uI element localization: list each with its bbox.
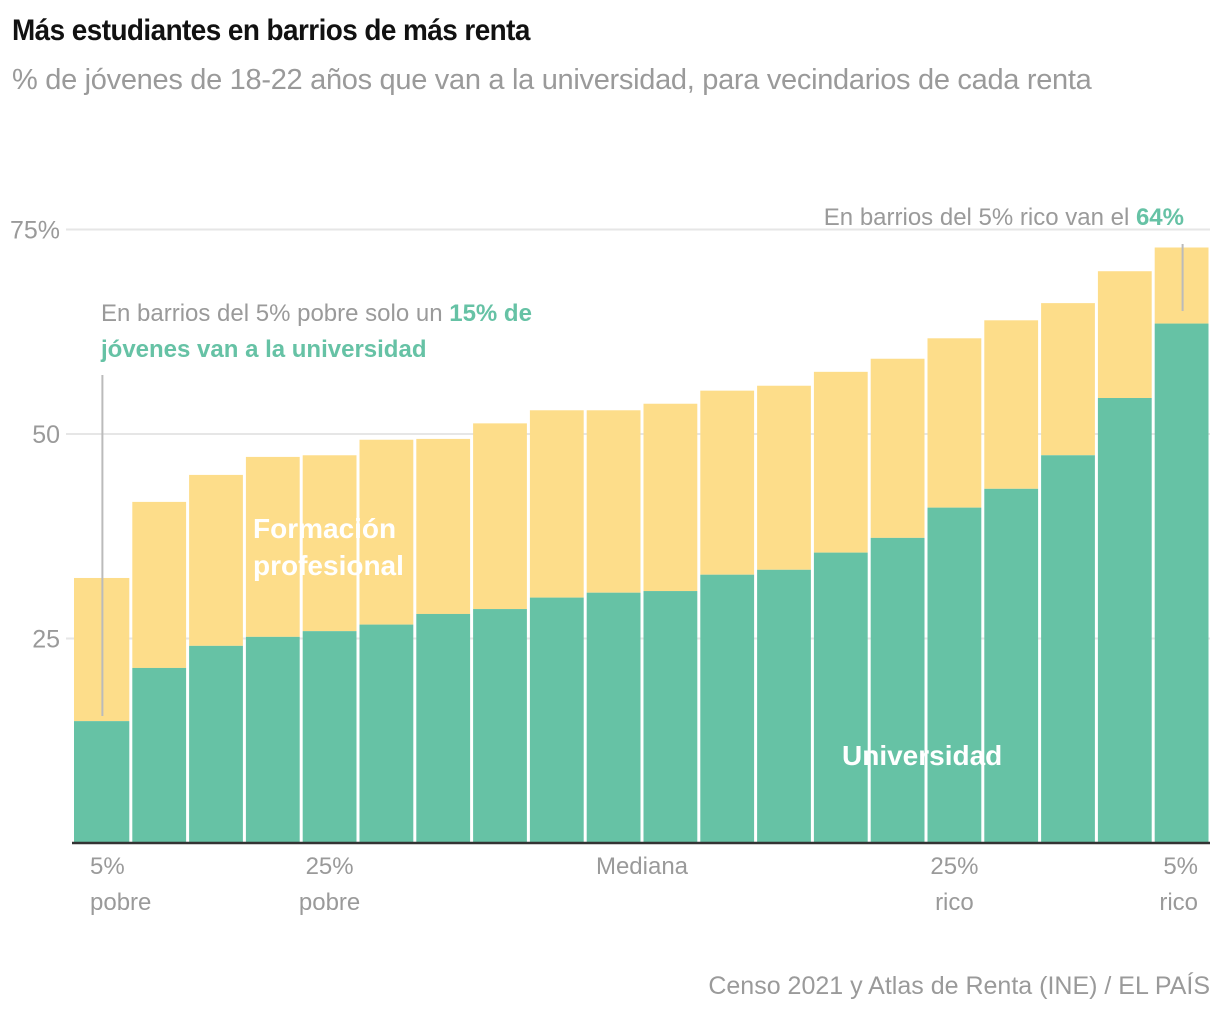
bar-universidad	[359, 624, 414, 843]
bar-universidad	[529, 597, 584, 843]
annotation-leaders	[101, 244, 1184, 716]
y-tick-label: 25	[32, 626, 60, 654]
annotation-rich-halo: En barrios del 5% rico van el 64%	[824, 204, 1184, 231]
bar-formacion-profesional	[245, 456, 300, 637]
series-label-formacion-profesional: Formación	[253, 513, 396, 544]
x-tick-label: 5%	[1163, 853, 1198, 880]
chart-title: Más estudiantes en barrios de más renta	[12, 14, 530, 47]
bar-formacion-profesional	[189, 474, 243, 646]
bar-universidad	[473, 609, 527, 843]
annotation-rich-halo-plain: En barrios del 5% rico van el	[824, 204, 1136, 231]
bar-formacion-profesional	[586, 410, 641, 593]
x-tick-label: Mediana	[596, 853, 689, 880]
x-tick-label: rico	[1159, 889, 1198, 916]
y-tick-label: 75%	[10, 217, 60, 245]
labels: 25 50 75% 5% pobre 25% pobre Mediana 25% rico 5% ri…	[10, 201, 1198, 916]
annotation-rich-plain: En barrios del 5% rico van el	[824, 204, 1136, 231]
bar-universidad	[984, 488, 1039, 843]
annotation-poor-plain: En barrios del 5% pobre solo un	[101, 300, 449, 327]
bar-formacion-profesional	[529, 410, 584, 598]
bar-universidad	[643, 591, 698, 843]
series-label-universidad: Universidad	[842, 740, 1002, 771]
chart-subtitle: % de jóvenes de 18-22 años que van a la …	[12, 64, 1092, 96]
bar-universidad	[302, 631, 357, 843]
y-tick-label: 50	[32, 421, 60, 449]
bar-formacion-profesional	[473, 423, 527, 610]
bar-universidad	[700, 574, 755, 843]
bar-formacion-profesional	[927, 338, 982, 508]
bar-universidad	[416, 613, 471, 843]
x-tick-label: pobre	[90, 889, 151, 916]
x-tick-label: 5%	[90, 853, 125, 880]
bar-formacion-profesional	[643, 403, 698, 592]
annotation-rich-halo-value: 64%	[1136, 204, 1184, 231]
bar-formacion-profesional	[132, 501, 187, 668]
bar-formacion-profesional	[1097, 271, 1152, 399]
bar-formacion-profesional	[984, 320, 1039, 489]
bar-universidad	[74, 721, 130, 843]
bar-universidad	[1041, 455, 1095, 843]
bar-universidad	[757, 569, 811, 843]
bars	[72, 247, 1210, 845]
annotation-poor-value: 15% de	[449, 300, 532, 327]
x-tick-label: rico	[935, 889, 974, 916]
bar-formacion-profesional	[302, 455, 357, 632]
annotation-poor-line1: En barrios del 5% pobre solo un 15% de	[101, 300, 532, 327]
bar-universidad	[1097, 398, 1152, 843]
bar-formacion-profesional	[813, 371, 868, 553]
bar-universidad	[189, 645, 243, 843]
bar-universidad	[927, 507, 982, 843]
annotation-poor-line2: jóvenes van a la universidad	[100, 336, 426, 363]
bar-formacion-profesional	[757, 385, 811, 570]
x-tick-label: 25%	[930, 853, 978, 880]
bar-formacion-profesional	[359, 439, 414, 625]
bar-formacion-profesional	[1041, 303, 1095, 456]
source-note: Censo 2021 y Atlas de Renta (INE) / EL P…	[708, 972, 1210, 1000]
bar-formacion-profesional	[700, 390, 755, 575]
annotation-rich-value: 64%	[1136, 204, 1184, 231]
bar-universidad	[245, 636, 300, 843]
x-tick-label: 25%	[306, 853, 354, 880]
bar-universidad	[870, 537, 925, 843]
bar-universidad	[132, 667, 187, 843]
bar-formacion-profesional	[870, 358, 925, 538]
bar-universidad	[813, 552, 868, 843]
x-tick-label: pobre	[299, 889, 360, 916]
bar-universidad	[1154, 323, 1209, 843]
bar-universidad	[586, 592, 641, 843]
bar-formacion-profesional	[416, 438, 471, 614]
series-label-formacion-profesional: profesional	[253, 550, 404, 581]
annotation-rich: En barrios del 5% rico van el 64%	[824, 204, 1184, 231]
